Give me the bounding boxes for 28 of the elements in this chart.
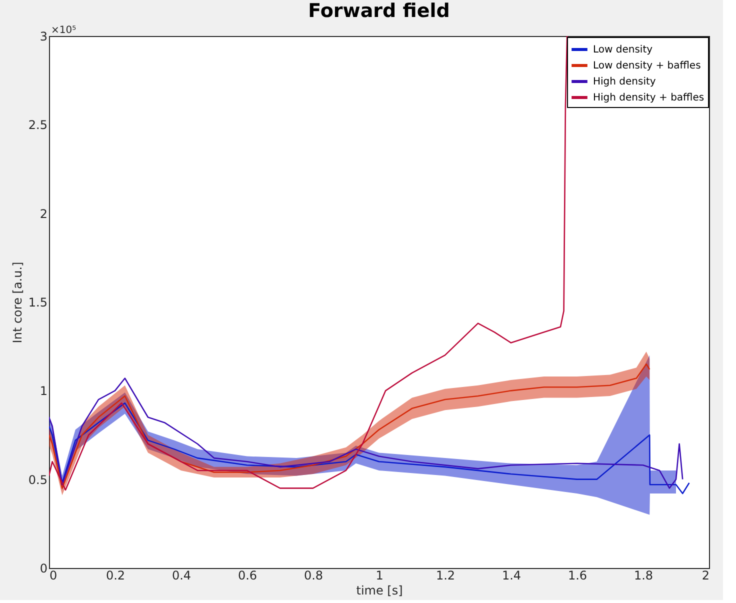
y-tick-label: 3 <box>40 30 48 44</box>
x-tick-label: 1 <box>376 568 384 582</box>
x-tick-label: 1.4 <box>502 568 522 582</box>
line-series <box>49 36 568 491</box>
legend-label: High density <box>593 76 656 88</box>
y-tick-label: 1.5 <box>28 296 48 310</box>
line-series <box>49 378 684 489</box>
x-axis-title: time [s] <box>356 584 403 598</box>
legend-label: High density + baffles <box>593 92 704 104</box>
x-tick-label: 0.2 <box>106 568 126 582</box>
x-tick-label: 1.2 <box>436 568 456 582</box>
y-tick-label: 2 <box>40 206 48 221</box>
line-series <box>49 402 690 494</box>
x-tick-label: 0.4 <box>172 568 192 582</box>
x-tick-label: 1.8 <box>634 568 654 582</box>
chart-title: Forward field <box>308 0 450 22</box>
x-tick-label: 0 <box>50 568 58 582</box>
y-tick-label: 1 <box>40 384 48 398</box>
x-tick-label: 1.6 <box>568 568 588 582</box>
x-tick-label: 0.6 <box>238 568 258 582</box>
legend-label: Low density <box>593 44 653 56</box>
y-axis-title: Int core [a.u.] <box>10 262 24 344</box>
x-tick-label: 0.8 <box>304 568 324 582</box>
text: ×10⁵ <box>51 25 76 36</box>
y-tick-label: 0.5 <box>28 472 48 487</box>
legend-label: Low density + baffles <box>593 60 701 72</box>
x-tick-label: 2 <box>702 568 710 582</box>
y-tick-label: 2.5 <box>28 118 48 132</box>
